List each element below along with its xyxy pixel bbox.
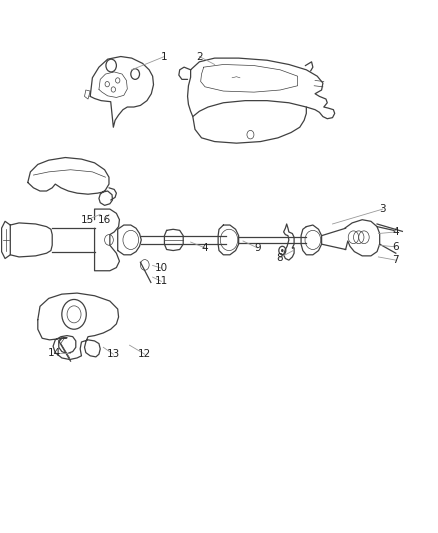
Circle shape [281, 249, 284, 252]
Text: 11: 11 [155, 277, 168, 286]
Text: 4: 4 [392, 227, 399, 237]
Text: 1: 1 [161, 52, 168, 61]
Text: 14: 14 [47, 348, 60, 358]
Text: 13: 13 [107, 349, 120, 359]
Text: 4: 4 [202, 243, 208, 253]
Text: 9: 9 [254, 243, 261, 253]
Text: 10: 10 [155, 263, 168, 273]
Text: 8: 8 [276, 253, 283, 263]
Text: 15: 15 [81, 215, 94, 225]
Text: 2: 2 [196, 52, 203, 61]
Text: 6: 6 [392, 242, 399, 252]
Text: 12: 12 [138, 349, 152, 359]
Text: 3: 3 [379, 204, 386, 214]
Text: 7: 7 [392, 255, 399, 265]
Text: 16: 16 [98, 215, 111, 225]
